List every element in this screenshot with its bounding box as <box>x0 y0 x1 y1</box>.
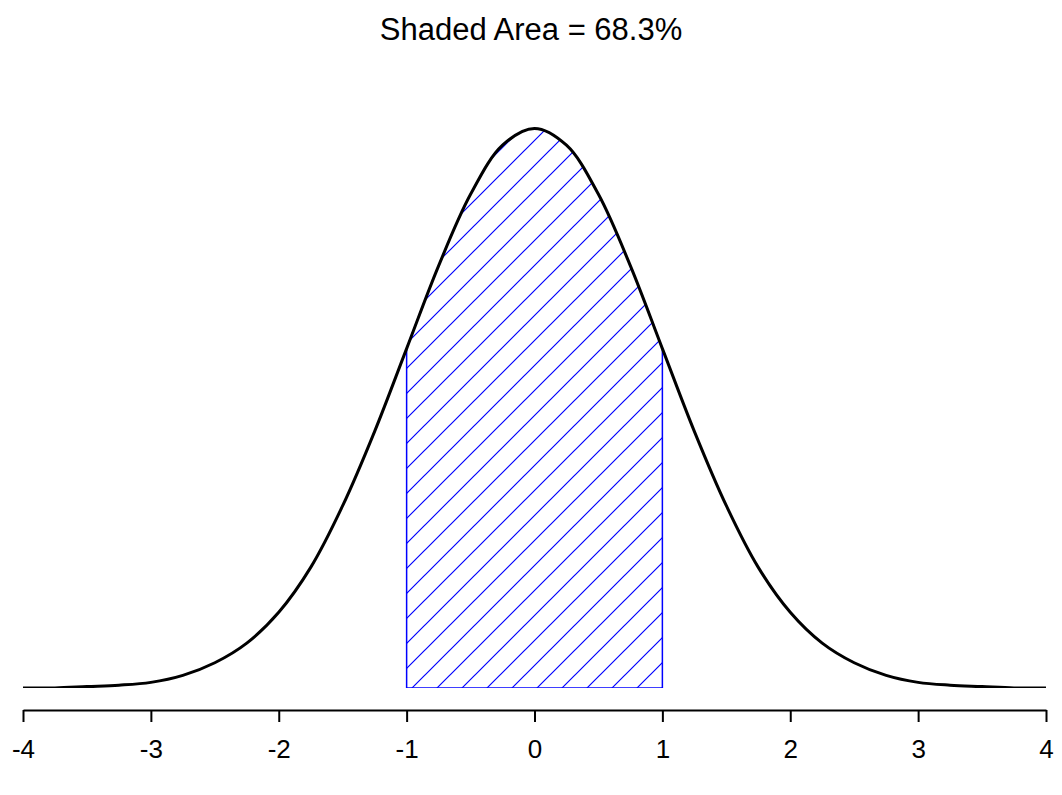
x-tick-label: -3 <box>140 734 163 764</box>
x-tick: -2 <box>268 710 291 764</box>
x-tick: 1 <box>656 710 670 764</box>
shaded-area <box>407 128 663 688</box>
title: Shaded Area = 68.3% <box>380 12 683 47</box>
x-tick-mark <box>790 710 792 722</box>
x-tick-mark <box>662 710 664 722</box>
x-tick: 3 <box>911 710 925 764</box>
x-tick-label: 4 <box>1039 734 1053 764</box>
x-tick-mark <box>278 710 280 722</box>
x-tick-mark <box>23 710 25 722</box>
x-tick-mark <box>534 710 536 722</box>
x-tick: -3 <box>140 710 163 764</box>
x-tick-label: -1 <box>396 734 419 764</box>
x-tick-label: -4 <box>12 734 35 764</box>
x-tick-label: 2 <box>784 734 798 764</box>
x-tick: -4 <box>12 710 35 764</box>
x-tick-label: 1 <box>656 734 670 764</box>
x-tick: 4 <box>1039 710 1053 764</box>
x-axis: -4 -3 -2 -1 0 1 2 3 4 <box>12 710 1054 764</box>
x-tick-label: 0 <box>528 734 542 764</box>
x-tick: -1 <box>396 710 419 764</box>
x-tick-mark <box>150 710 152 722</box>
x-tick-label: -2 <box>268 734 291 764</box>
plot-area <box>23 128 1046 688</box>
x-tick-label: 3 <box>911 734 925 764</box>
density-curve <box>23 128 1046 688</box>
x-tick: 2 <box>784 710 798 764</box>
chart: Shaded Area = 68.3% -4 -3 -2 -1 0 1 2 3 4 <box>0 0 1062 795</box>
x-tick-mark <box>406 710 408 722</box>
x-tick-mark <box>1046 710 1048 722</box>
x-tick: 0 <box>528 710 542 764</box>
x-tick-mark <box>918 710 920 722</box>
